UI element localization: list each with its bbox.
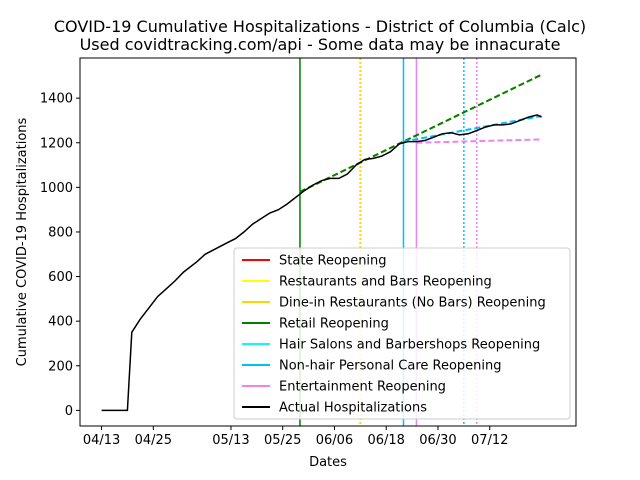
plot-area-frame: [79, 57, 577, 427]
legend-items: State Reopening Restaurants and Bars Reop…: [242, 254, 546, 416]
legend-label-7: Actual Hospitalizations: [279, 401, 427, 416]
y-tick-label-5: 1000: [40, 181, 73, 196]
x-tick-label-5: 06/18: [367, 433, 404, 448]
data-series: [101, 114, 542, 412]
projection-line-3: [416, 138, 542, 144]
y-tick-label-0: 0: [65, 404, 73, 419]
x-tick-label-3: 05/25: [264, 433, 301, 448]
legend-label-1: Restaurants and Bars Reopening: [279, 275, 492, 290]
legend-label-3: Retail Reopening: [279, 317, 389, 332]
chart-title: COVID-19 Cumulative Hospitalizations - D…: [54, 17, 586, 36]
x-tick-label-1: 04/25: [135, 433, 172, 448]
projection-lines: [299, 73, 542, 193]
y-tick-label-7: 1400: [40, 92, 73, 107]
y-tick-label-2: 400: [48, 315, 73, 330]
legend-label-6: Entertainment Reopening: [279, 380, 446, 395]
series-line-0: [101, 114, 542, 412]
chart-subtitle: Used covidtracking.com/api - Some data m…: [80, 35, 561, 54]
x-tick-label-7: 07/12: [471, 433, 508, 448]
y-axis-ticks: 0 200 400 600 800 1000 1200 1400: [40, 92, 80, 419]
y-axis-label: Cumulative COVID-19 Hospitalizations: [15, 117, 30, 366]
projection-line-2: [403, 115, 542, 143]
y-tick-label-1: 200: [48, 359, 73, 374]
y-tick-label-4: 800: [48, 225, 73, 240]
projection-line-1: [299, 73, 542, 193]
x-tick-label-2: 05/13: [212, 433, 249, 448]
legend-label-2: Dine-in Restaurants (No Bars) Reopening: [279, 296, 546, 311]
x-tick-label-0: 04/13: [83, 433, 120, 448]
legend: State Reopening Restaurants and Bars Reop…: [233, 247, 571, 420]
x-axis-ticks: 04/13 04/25 05/13 05/25 06/06 06/18 06/30 07/12: [83, 426, 508, 448]
x-tick-label-4: 06/06: [316, 433, 353, 448]
legend-label-0: State Reopening: [279, 254, 387, 269]
x-axis-label: Dates: [309, 455, 347, 470]
legend-label-4: Hair Salons and Barbershops Reopening: [279, 338, 540, 353]
y-tick-label-3: 600: [48, 270, 73, 285]
legend-box: [233, 247, 571, 420]
y-tick-label-6: 1200: [40, 136, 73, 151]
x-tick-label-6: 06/30: [419, 433, 456, 448]
legend-label-5: Non-hair Personal Care Reopening: [279, 359, 502, 374]
